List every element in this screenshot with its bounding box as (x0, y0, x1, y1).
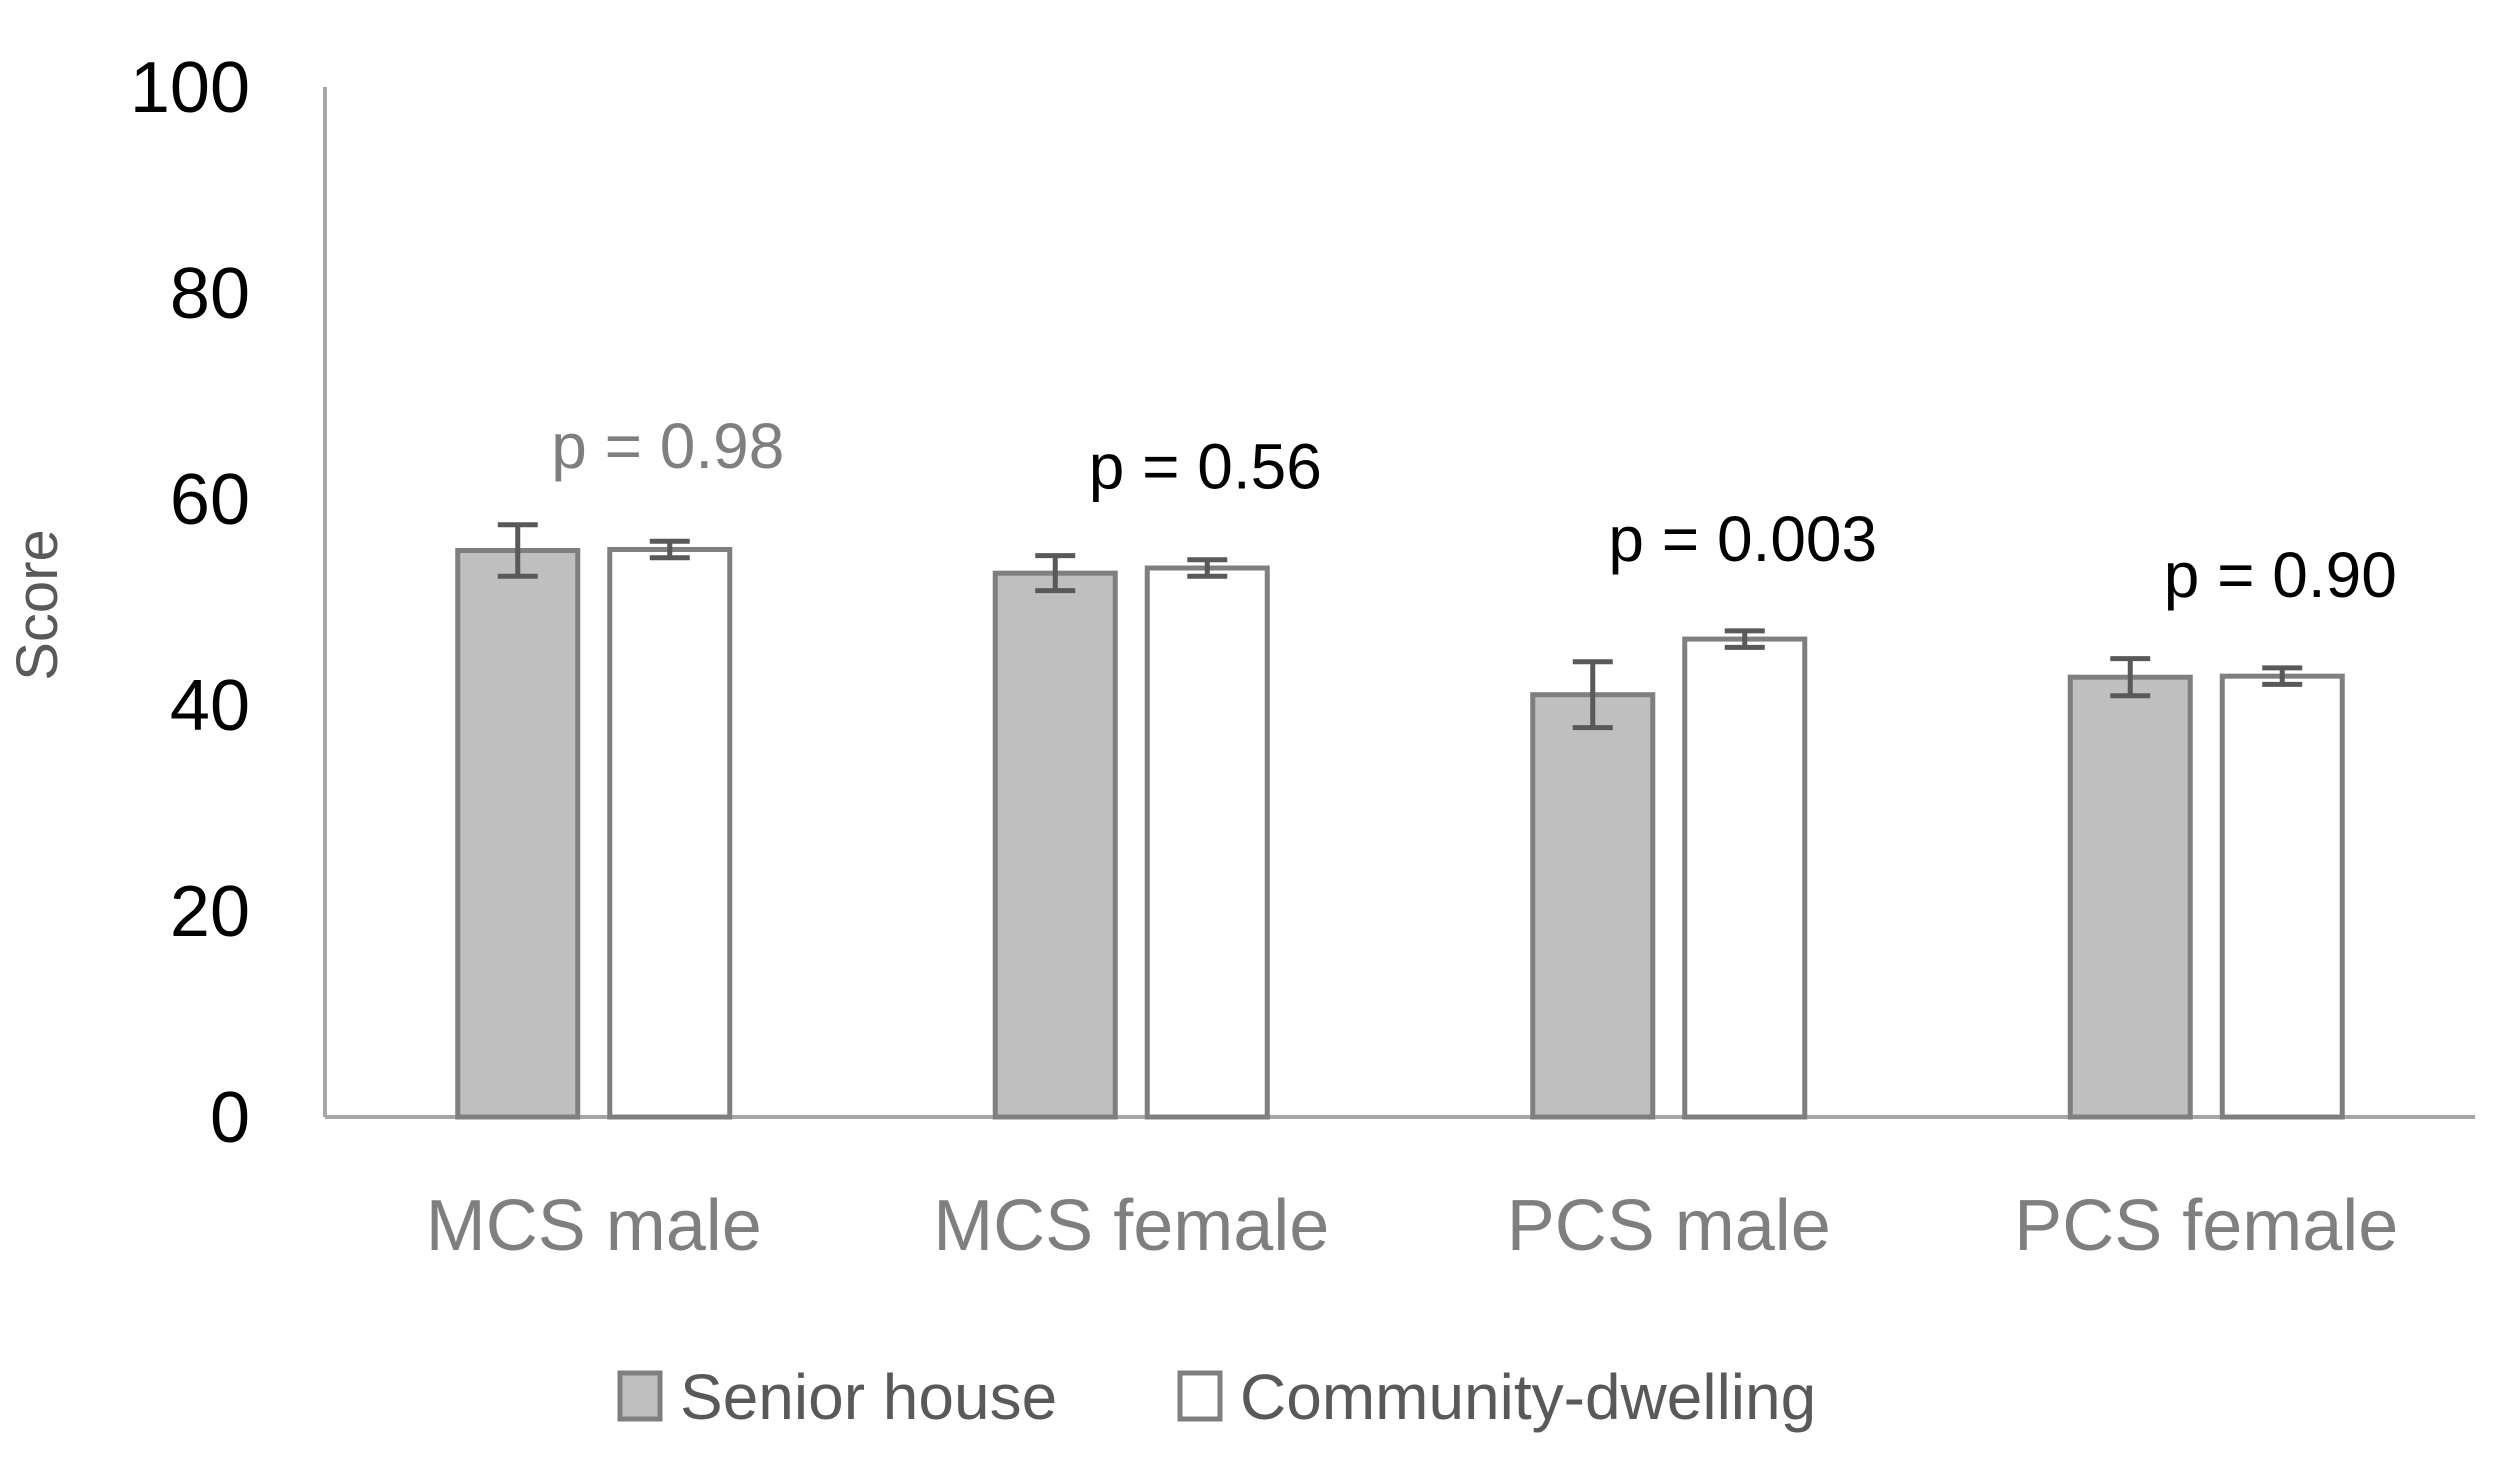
bar-community-dwelling-mcs-female (1144, 565, 1270, 1120)
y-tick-label-0: 0 (210, 1078, 250, 1158)
y-tick-label-100: 100 (130, 48, 250, 128)
error-bars (497, 522, 2303, 731)
bar-senior-house-mcs-male (455, 548, 581, 1120)
y-tick-label-20: 20 (170, 872, 250, 952)
error-bar-community-dwelling-mcs-male (649, 538, 690, 561)
bar-community-dwelling-mcs-male (607, 546, 733, 1120)
legend-swatch-community-dwelling (1177, 1370, 1223, 1422)
p-value-mcs-male: p = 0.98 (551, 410, 784, 482)
y-axis-label: Score (5, 529, 70, 681)
bar-senior-house-pcs-female (2067, 674, 2193, 1120)
category-label-mcs-male: MCS male (426, 1186, 762, 1266)
error-bar-community-dwelling-pcs-female (2262, 665, 2303, 687)
error-bar-senior-house-mcs-female (1035, 553, 1076, 594)
bar-community-dwelling-pcs-female (2219, 673, 2345, 1120)
category-label-mcs-female: MCS female (933, 1186, 1329, 1266)
error-bar-community-dwelling-pcs-male (1724, 628, 1765, 650)
bar-senior-house-pcs-male (1530, 692, 1656, 1120)
error-bar-community-dwelling-mcs-female (1187, 557, 1228, 579)
p-value-annotations: p = 0.98 p = 0.56 p = 0.003 p = 0.90 (551, 410, 2397, 611)
legend: Senior house Community-dwelling (617, 1361, 1816, 1433)
category-label-pcs-male: PCS male (1507, 1186, 1831, 1266)
bar-senior-house-mcs-female (992, 570, 1118, 1120)
error-bar-senior-house-pcs-male (1572, 659, 1613, 731)
legend-swatch-senior-house (617, 1370, 663, 1422)
error-bar-senior-house-pcs-female (2110, 656, 2151, 699)
y-tick-label-80: 80 (170, 254, 250, 334)
legend-label-senior-house: Senior house (680, 1361, 1057, 1433)
category-labels: MCS male MCS female PCS male PCS female (426, 1186, 2399, 1266)
p-value-pcs-male: p = 0.003 (1608, 503, 1877, 575)
category-label-pcs-female: PCS female (2014, 1186, 2398, 1266)
bar-community-dwelling-pcs-male (1682, 636, 1808, 1120)
y-tick-label-60: 60 (170, 460, 250, 540)
y-tick-labels: 0 20 40 60 80 100 (130, 48, 250, 1158)
y-tick-label-40: 40 (170, 666, 250, 746)
p-value-pcs-female: p = 0.90 (2164, 539, 2397, 611)
legend-label-community-dwelling: Community-dwelling (1240, 1361, 1816, 1433)
error-bar-senior-house-mcs-male (497, 522, 538, 579)
p-value-mcs-female: p = 0.56 (1089, 431, 1322, 503)
bars (455, 546, 2345, 1120)
